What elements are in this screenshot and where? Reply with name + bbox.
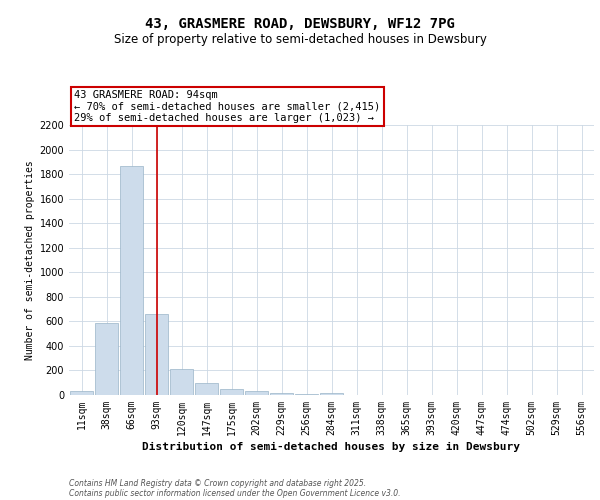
Bar [270,393,293,395]
Bar [95,322,118,395]
Text: 43, GRASMERE ROAD, DEWSBURY, WF12 7PG: 43, GRASMERE ROAD, DEWSBURY, WF12 7PG [145,18,455,32]
X-axis label: Distribution of semi-detached houses by size in Dewsbury: Distribution of semi-detached houses by … [143,442,521,452]
Bar [170,368,193,395]
Bar [195,382,218,395]
Text: Contains HM Land Registry data © Crown copyright and database right 2025.: Contains HM Land Registry data © Crown c… [69,478,366,488]
Text: Size of property relative to semi-detached houses in Dewsbury: Size of property relative to semi-detach… [113,32,487,46]
Bar [245,392,268,395]
Bar [220,390,243,395]
Y-axis label: Number of semi-detached properties: Number of semi-detached properties [25,160,35,360]
Bar [70,392,93,395]
Bar [120,166,143,395]
Text: 43 GRASMERE ROAD: 94sqm
← 70% of semi-detached houses are smaller (2,415)
29% of: 43 GRASMERE ROAD: 94sqm ← 70% of semi-de… [74,90,380,123]
Bar [145,314,168,395]
Bar [295,394,318,395]
Text: Contains public sector information licensed under the Open Government Licence v3: Contains public sector information licen… [69,488,401,498]
Bar [320,393,343,395]
